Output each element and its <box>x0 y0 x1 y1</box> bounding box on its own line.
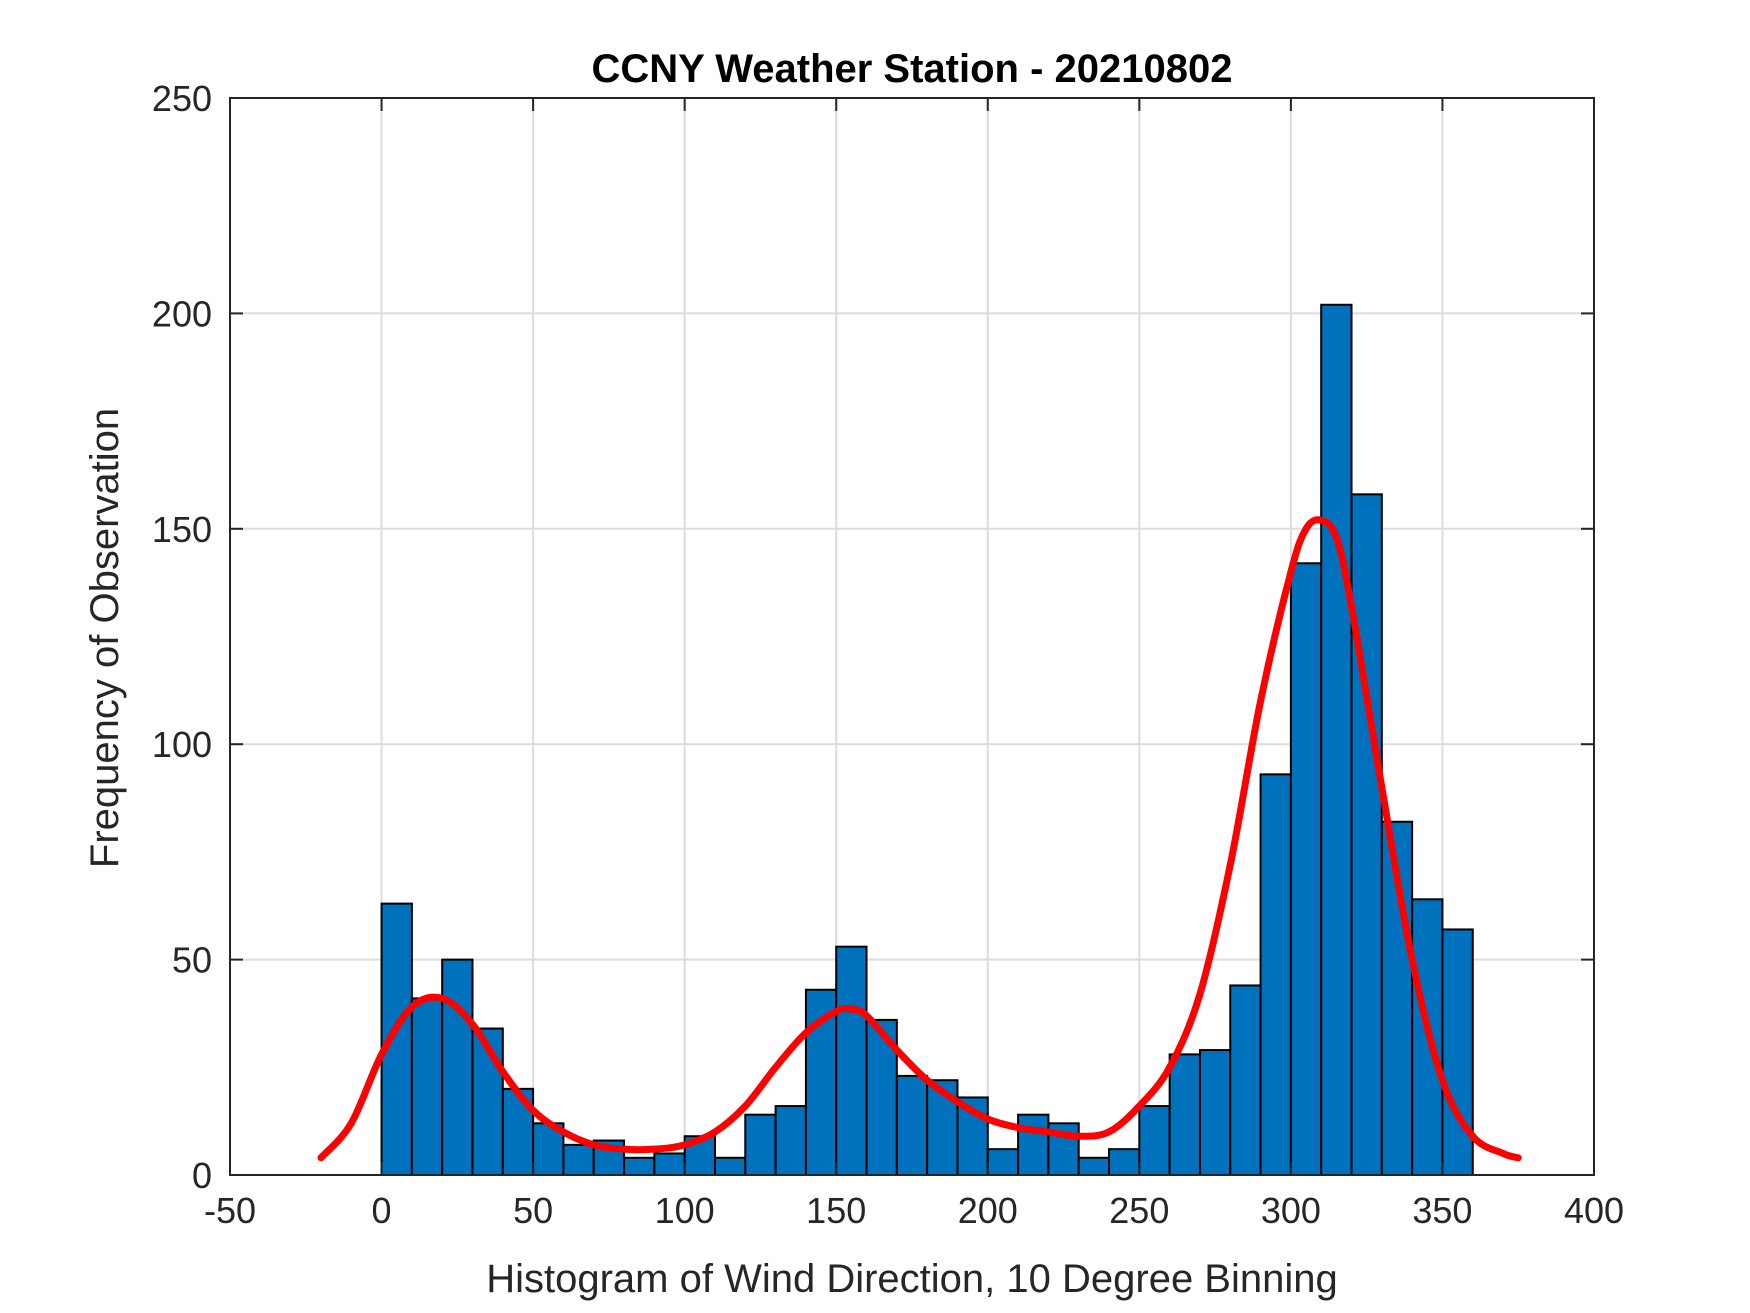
y-axis-label: Frequency of Observation <box>83 408 127 868</box>
histogram-bars <box>380 303 1474 1177</box>
histogram-bar <box>623 1156 656 1176</box>
x-tick-label: 150 <box>806 1190 866 1231</box>
y-tick-label: 150 <box>152 509 212 550</box>
x-tick-label: -50 <box>204 1190 256 1231</box>
y-tick-label: 200 <box>152 293 212 334</box>
histogram-bar <box>986 1148 1020 1176</box>
axis-ticks: -50 0 50 100 150 200 250 300 350 4000501001502002… <box>152 78 1624 1231</box>
histogram-bar <box>1108 1148 1141 1176</box>
x-tick-label: 350 <box>1412 1190 1472 1231</box>
y-tick-label: 0 <box>192 1155 212 1196</box>
histogram-bar <box>410 997 444 1177</box>
histogram-bar <box>774 1105 807 1177</box>
chart-title: CCNY Weather Station - 20210802 <box>592 47 1233 91</box>
histogram-bar <box>1259 773 1292 1177</box>
x-tick-label: 0 <box>372 1190 392 1231</box>
histogram-bar <box>562 1143 595 1176</box>
histogram-bar <box>1320 303 1353 1176</box>
histogram-bar <box>895 1074 929 1177</box>
y-tick-label: 100 <box>152 724 212 765</box>
y-tick-label: 50 <box>172 940 212 981</box>
histogram-bar <box>1077 1156 1111 1176</box>
histogram-bar <box>744 1113 777 1176</box>
x-axis-label: Histogram of Wind Direction, 10 Degree B… <box>486 1257 1338 1301</box>
x-tick-label: 300 <box>1261 1190 1321 1231</box>
histogram-bar <box>835 945 868 1177</box>
histogram-bar <box>1289 562 1323 1176</box>
histogram-bar <box>1198 1049 1232 1176</box>
histogram-bar <box>1168 1053 1201 1176</box>
x-tick-label: 100 <box>655 1190 715 1231</box>
fit-curve-line <box>317 516 1522 1162</box>
histogram-bar <box>653 1152 686 1176</box>
histogram-bar <box>1350 493 1383 1176</box>
histogram-bar <box>713 1156 747 1176</box>
fit-curve-group <box>317 516 1522 1162</box>
x-tick-label: 50 <box>513 1190 553 1231</box>
histogram-bar <box>1138 1105 1171 1177</box>
x-tick-label: 400 <box>1564 1190 1624 1231</box>
axes-box <box>229 97 1595 1176</box>
x-tick-label: 200 <box>958 1190 1018 1231</box>
histogram-bar <box>1441 928 1474 1176</box>
histogram-bar <box>1229 984 1262 1176</box>
y-tick-label: 250 <box>152 78 212 119</box>
histogram-bar <box>441 958 474 1176</box>
x-tick-label: 250 <box>1109 1190 1169 1231</box>
histogram-bar <box>1017 1113 1050 1176</box>
